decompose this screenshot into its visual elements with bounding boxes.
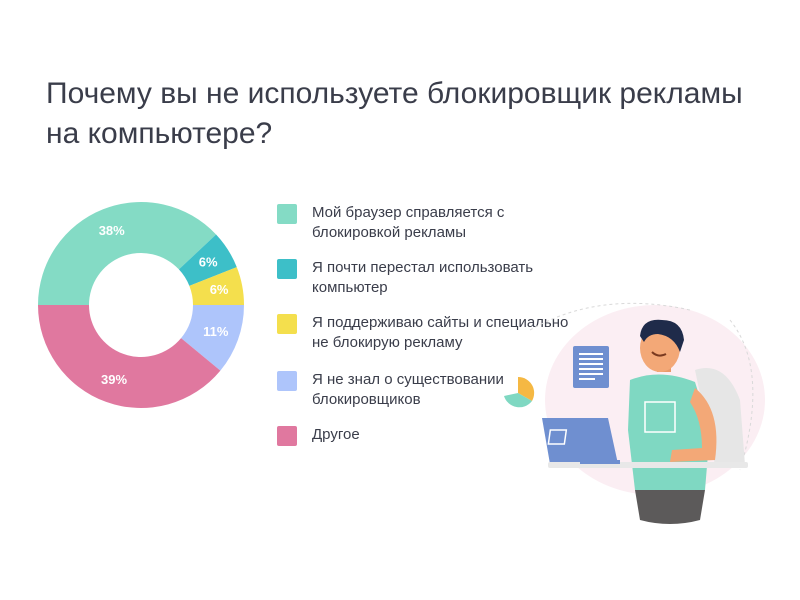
slice-other: [38, 305, 221, 409]
slice-unaware: [181, 305, 244, 371]
slice-label-support: 6%: [210, 282, 229, 297]
legend-item-unaware: Я не знал о существовании блокировщиков: [277, 370, 572, 410]
legend-swatch-support: [277, 314, 297, 334]
legend-item-support: Я поддерживаю сайты и специально не блок…: [277, 313, 572, 353]
slice-label-computer: 6%: [199, 254, 218, 269]
legend-label-support: Я поддерживаю сайты и специально не блок…: [312, 314, 569, 351]
legend-label-browser: Мой браузер справляется с блокировкой ре…: [312, 204, 505, 241]
legend-swatch-computer: [277, 259, 297, 279]
legend-item-computer: Я почти перестал использовать компьютер: [277, 258, 572, 298]
legend-label-unaware: Я не знал о существовании блокировщиков: [312, 371, 504, 408]
slice-label-unaware: 11%: [203, 324, 229, 339]
person-shadow: [695, 368, 745, 465]
dashed-arc: [529, 302, 691, 331]
mini-pie-icon: [504, 376, 535, 408]
laptop-icon: [542, 418, 748, 468]
person-laptop-illustration: [504, 302, 765, 524]
legend-swatch-browser: [277, 204, 297, 224]
slice-browser: [38, 202, 217, 305]
person-arm: [670, 388, 717, 462]
person-head: [640, 319, 684, 372]
legend-item-other: Другое: [277, 425, 572, 446]
chart-title: Почему вы не используете блокировщик рек…: [46, 77, 743, 150]
legend-item-browser: Мой браузер справляется с блокировкой ре…: [277, 203, 572, 243]
legend-label-computer: Я почти перестал использовать компьютер: [312, 259, 534, 296]
document-icon: [573, 346, 609, 388]
slice-label-browser: 38%: [99, 223, 125, 238]
donut-chart: 38% 6% 6% 11% 39%: [38, 202, 244, 409]
legend-swatch-other: [277, 426, 297, 446]
legend-label-other: Другое: [312, 426, 360, 443]
slice-label-other: 39%: [101, 372, 127, 387]
legend-swatch-unaware: [277, 371, 297, 391]
slice-computer: [178, 234, 237, 286]
slice-support: [189, 267, 244, 305]
dashed-arc-right: [729, 319, 754, 471]
